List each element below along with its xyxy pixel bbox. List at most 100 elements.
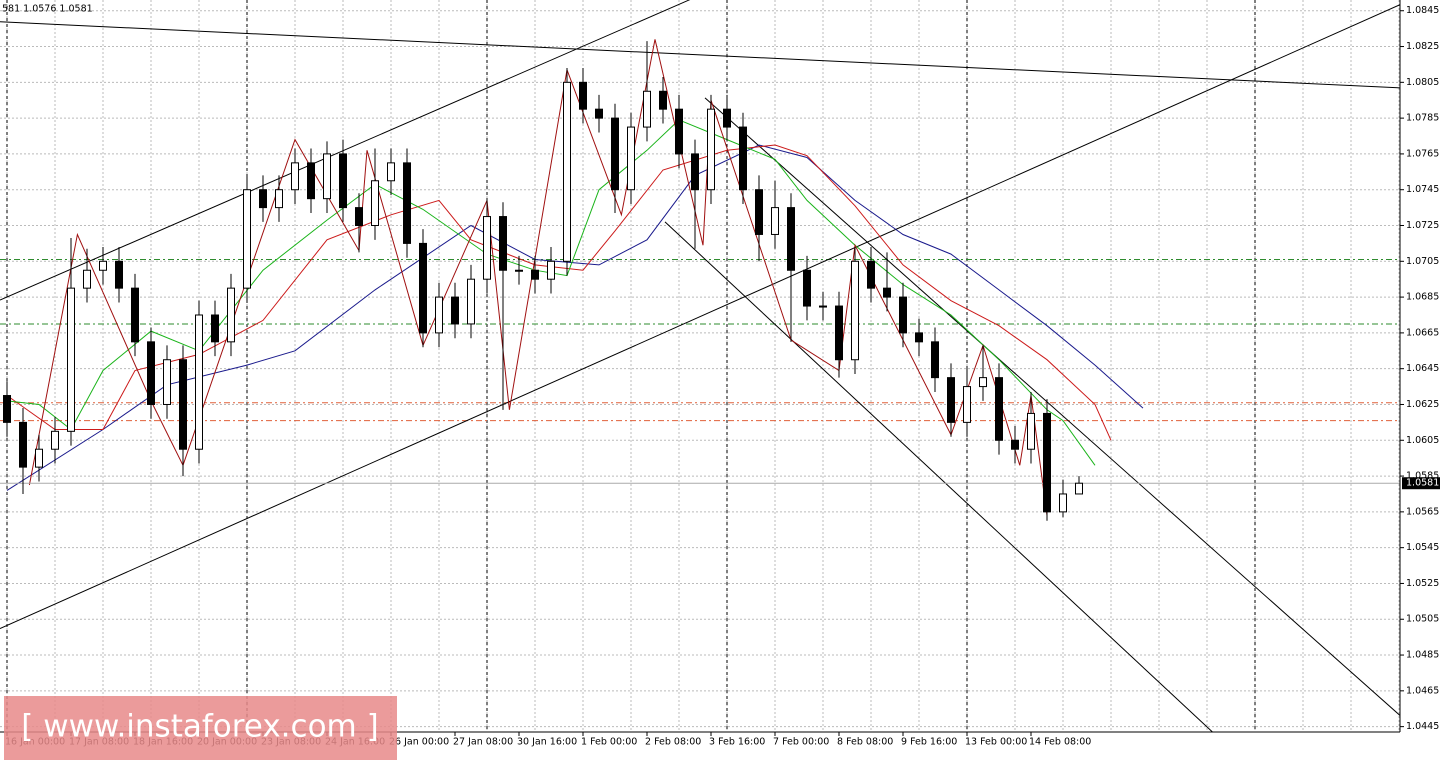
candle-body	[515, 269, 523, 272]
x-tick-label: 3 Feb 16:00	[709, 737, 765, 748]
candle-body	[547, 260, 555, 280]
y-tick-label: 1.0525	[1406, 578, 1439, 589]
candle-body	[227, 287, 235, 343]
candle-body	[99, 260, 107, 271]
watermark-box	[4, 696, 397, 760]
price-box	[1402, 477, 1440, 490]
x-tick-label: 13 Feb 00:00	[965, 737, 1027, 748]
candle-body	[323, 153, 331, 200]
candle-body	[883, 287, 891, 298]
candle-body	[483, 216, 491, 280]
y-tick-label: 1.0805	[1406, 77, 1439, 88]
candle-body	[291, 162, 299, 191]
candle-body	[707, 108, 715, 191]
x-tick-label: 2 Feb 08:00	[645, 737, 701, 748]
plot	[0, 0, 1400, 732]
candle-body	[3, 395, 11, 423]
candle-body	[1059, 493, 1067, 513]
y-tick-label: 1.0765	[1406, 148, 1439, 159]
candle-body	[1011, 439, 1019, 450]
candle-body	[675, 108, 683, 155]
trend-line	[0, 21, 1400, 89]
candle-body	[867, 260, 875, 289]
candle-body	[259, 189, 267, 209]
candle-body	[35, 448, 43, 468]
y-tick-label: 1.0845	[1406, 5, 1439, 16]
y-tick-label: 1.0745	[1406, 184, 1439, 195]
candle-body	[115, 260, 123, 289]
candle-body	[19, 421, 27, 468]
candle-body	[787, 207, 795, 271]
candle-body	[1075, 482, 1083, 495]
candle-body	[435, 296, 443, 334]
x-tick-label: 1 Feb 00:00	[581, 737, 637, 748]
candle-body	[851, 260, 859, 361]
y-tick-label: 1.0645	[1406, 363, 1439, 374]
trend-line	[704, 97, 1400, 716]
x-tick-label: 7 Feb 00:00	[773, 737, 829, 748]
candle-body	[755, 189, 763, 235]
candle-body	[211, 314, 219, 343]
candle-body	[355, 207, 363, 227]
moving-average	[6, 144, 1144, 491]
candle-body	[275, 189, 283, 209]
candle-body	[403, 162, 411, 244]
x-tick-label: 27 Jan 08:00	[453, 737, 513, 748]
candle-body	[1043, 412, 1051, 513]
candle-body	[243, 189, 251, 289]
candle-body	[899, 296, 907, 334]
candle-body	[147, 341, 155, 405]
candle-body	[163, 359, 171, 405]
candle-body	[627, 126, 635, 191]
candle-body	[451, 296, 459, 325]
zigzag	[28, 39, 1048, 516]
candle-body	[195, 314, 203, 450]
candle-body	[611, 117, 619, 191]
candle-body	[979, 377, 987, 388]
candle-body	[931, 341, 939, 379]
candle-body	[643, 90, 651, 128]
x-tick-label: 26 Jan 00:00	[389, 737, 449, 748]
candle-body	[819, 305, 827, 308]
candle-body	[803, 269, 811, 307]
y-tick-label: 1.0625	[1406, 399, 1439, 410]
candle-body	[995, 377, 1003, 441]
header: 581 1.0576 1.0581	[2, 4, 93, 15]
candle-body	[563, 81, 571, 262]
y-tick-label: 1.0445	[1406, 721, 1439, 732]
y-tick-label: 1.0545	[1406, 542, 1439, 553]
period-separators	[6, 0, 1256, 732]
trend-line	[664, 221, 1214, 732]
x-tick-label: 30 Jan 16:00	[517, 737, 577, 748]
trend-line	[0, 4, 1400, 630]
trend-line	[0, 0, 691, 301]
candle-body	[595, 108, 603, 119]
candle-body	[83, 269, 91, 289]
candle-body	[419, 242, 427, 334]
candle-body	[723, 108, 731, 128]
candle-body	[579, 81, 587, 110]
candle-body	[371, 180, 379, 227]
candle-body	[499, 216, 507, 271]
candle-body	[179, 359, 187, 450]
x-tick-label: 9 Feb 16:00	[901, 737, 957, 748]
moving-average	[6, 119, 1096, 466]
y-tick-label: 1.0825	[1406, 41, 1439, 52]
candle-body	[387, 162, 395, 182]
moving-average	[6, 144, 1112, 441]
y-tick-label: 1.0605	[1406, 435, 1439, 446]
candle-body	[739, 126, 747, 191]
candle-body	[659, 90, 667, 110]
candle-body	[915, 332, 923, 343]
candle-body	[1027, 412, 1035, 450]
candle-body	[51, 430, 59, 450]
x-tick-label: 8 Feb 08:00	[837, 737, 893, 748]
y-tick-label: 1.0725	[1406, 220, 1439, 231]
watermark: [ www.instaforex.com ]	[21, 709, 378, 745]
candle-body	[771, 207, 779, 235]
y-tick-label: 1.0665	[1406, 327, 1439, 338]
candle-body	[467, 278, 475, 325]
